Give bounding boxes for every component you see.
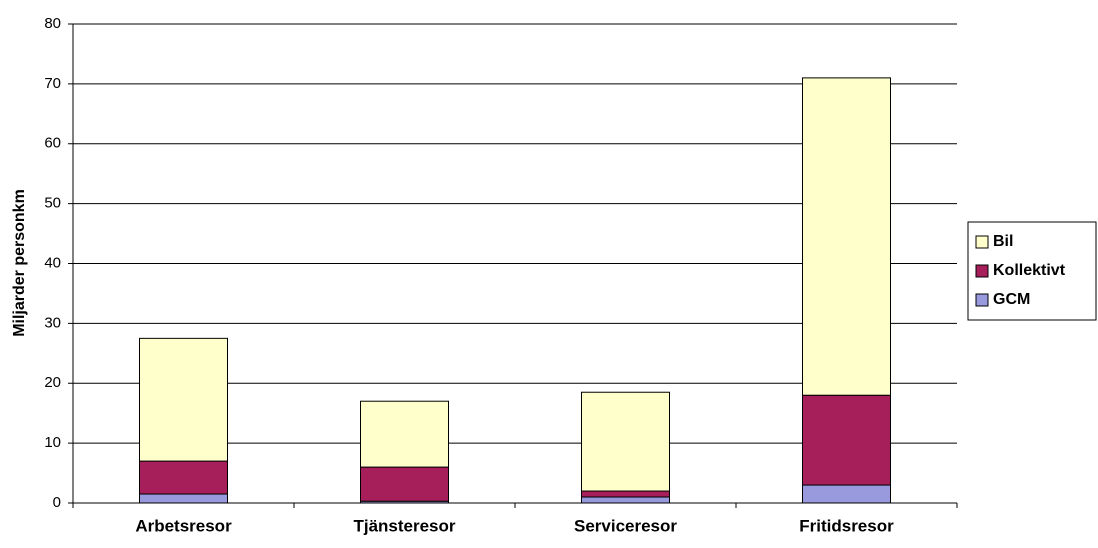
legend-label: GCM — [993, 291, 1030, 308]
bar-segment — [360, 400, 449, 468]
y-tick-label: 80 — [44, 15, 61, 32]
y-tick-label: 0 — [53, 494, 61, 511]
bar-segment — [581, 490, 670, 498]
legend-label: Bil — [993, 233, 1013, 250]
y-tick-label: 40 — [44, 254, 61, 271]
x-tick-label: Arbetsresor — [135, 516, 232, 535]
bar-segment — [139, 337, 228, 462]
legend-swatch — [975, 235, 989, 249]
bar-segment — [139, 460, 228, 495]
bar-segment — [581, 496, 670, 504]
y-tick-label: 30 — [44, 314, 61, 331]
x-tick-label: Fritidsresor — [799, 516, 894, 535]
legend-label: Kollektivt — [993, 262, 1066, 279]
y-tick-label: 50 — [44, 195, 61, 212]
y-tick-label: 20 — [44, 374, 61, 391]
bar-segment — [360, 466, 449, 502]
y-tick-label: 70 — [44, 75, 61, 92]
legend-swatch — [975, 293, 989, 307]
bar-segment — [802, 394, 891, 486]
bar-segment — [802, 77, 891, 396]
bar-segment — [802, 484, 891, 504]
y-axis-label: Miljarder personkm — [11, 189, 28, 337]
bar-segment — [581, 391, 670, 492]
y-tick-label: 10 — [44, 434, 61, 451]
legend-box — [967, 221, 1097, 321]
legend-swatch — [975, 264, 989, 278]
x-tick-label: Tjänsteresor — [353, 516, 455, 535]
x-tick-label: Serviceresor — [574, 516, 677, 535]
bar-segment — [139, 493, 228, 504]
y-tick-label: 60 — [44, 135, 61, 152]
